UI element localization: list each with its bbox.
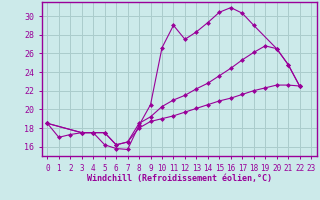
X-axis label: Windchill (Refroidissement éolien,°C): Windchill (Refroidissement éolien,°C) xyxy=(87,174,272,183)
